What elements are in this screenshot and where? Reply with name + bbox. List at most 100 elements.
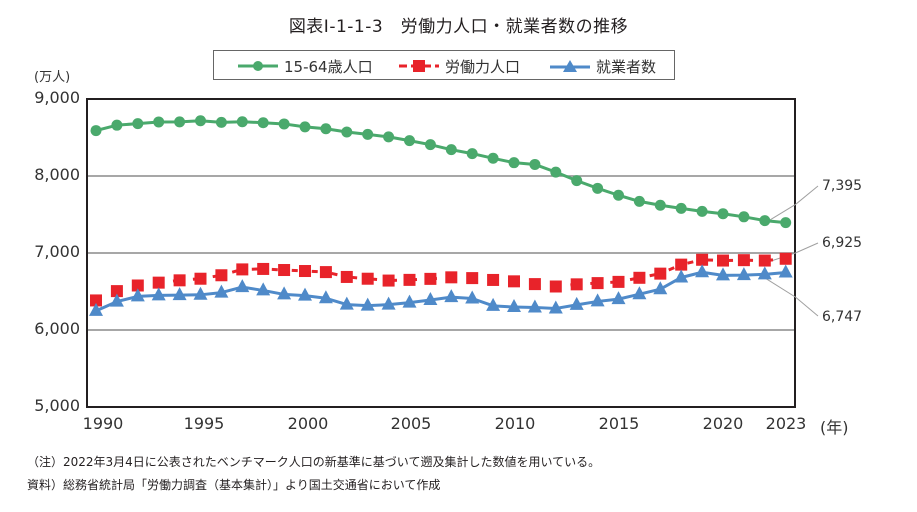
data-point-square bbox=[570, 278, 583, 291]
data-point-triangle bbox=[256, 282, 271, 296]
data-point-square bbox=[654, 267, 667, 280]
data-point-circle bbox=[654, 199, 666, 211]
data-point-circle bbox=[592, 182, 604, 194]
data-point-square bbox=[382, 274, 395, 287]
data-point-square bbox=[424, 272, 437, 285]
data-point-circle bbox=[299, 121, 311, 133]
data-point-triangle bbox=[214, 284, 229, 298]
data-point-triangle bbox=[298, 287, 312, 301]
data-point-triangle bbox=[632, 286, 647, 300]
data-point-triangle bbox=[736, 267, 751, 281]
data-point-circle bbox=[445, 144, 457, 156]
x-tick-label: 2015 bbox=[598, 414, 640, 433]
data-point-square bbox=[696, 253, 709, 266]
data-point-triangle bbox=[193, 286, 208, 300]
data-point-square bbox=[340, 270, 353, 283]
data-point-square bbox=[445, 271, 458, 284]
data-point-circle bbox=[424, 139, 436, 151]
data-point-triangle bbox=[89, 302, 103, 316]
series-line bbox=[95, 270, 786, 313]
data-point-circle bbox=[780, 217, 792, 229]
data-point-square bbox=[110, 285, 123, 298]
data-point-circle bbox=[633, 195, 645, 207]
data-point-triangle bbox=[402, 294, 417, 308]
legend-label: 労働力人口 bbox=[445, 57, 521, 76]
y-axis-unit: (万人) bbox=[34, 70, 71, 85]
data-point-triangle bbox=[653, 281, 668, 295]
data-point-square bbox=[737, 254, 750, 267]
end-label-working-age: 7,395 bbox=[822, 178, 863, 194]
data-point-square bbox=[633, 271, 646, 284]
x-tick-label: 2000 bbox=[287, 414, 329, 433]
y-tick-label: 7,000 bbox=[34, 242, 80, 261]
data-point-triangle bbox=[381, 296, 396, 310]
series-line bbox=[95, 119, 786, 225]
data-point-triangle bbox=[695, 264, 710, 278]
chart-title: 図表Ⅰ-1-1-3 労働力人口・就業者数の推移 bbox=[288, 17, 629, 37]
data-point-triangle bbox=[444, 289, 459, 303]
legend-item-employed: 就業者数 bbox=[548, 51, 656, 81]
legend-label: 15-64歳人口 bbox=[284, 57, 373, 76]
y-tick-label: 6,000 bbox=[34, 319, 80, 338]
data-point-triangle bbox=[611, 291, 626, 305]
end-label-employed: 6,747 bbox=[822, 309, 863, 325]
data-point-circle bbox=[111, 119, 123, 131]
data-point-square bbox=[528, 278, 541, 291]
x-tick-label: 2023 bbox=[765, 414, 807, 433]
data-point-square bbox=[361, 272, 374, 285]
data-point-square bbox=[131, 279, 144, 292]
source-note: 資料）総務省統計局「労働力調査（基本集計）」より国土交通省において作成 bbox=[27, 478, 441, 492]
data-point-circle bbox=[487, 152, 499, 164]
data-point-triangle bbox=[151, 287, 166, 301]
x-tick-label: 1990 bbox=[82, 414, 124, 433]
leader-line bbox=[765, 185, 819, 224]
data-point-square bbox=[215, 269, 228, 282]
legend-item-working-age: 15-64歳人口 bbox=[236, 51, 373, 81]
data-point-circle bbox=[362, 128, 374, 140]
data-point-square bbox=[758, 254, 771, 267]
data-point-square bbox=[549, 280, 562, 293]
data-point-square bbox=[236, 263, 249, 276]
data-point-circle bbox=[717, 208, 729, 220]
data-point-triangle bbox=[527, 299, 542, 313]
data-point-circle bbox=[404, 135, 415, 147]
data-point-circle bbox=[90, 125, 102, 137]
data-point-circle bbox=[613, 189, 624, 201]
legend: 15-64歳人口 労働力人口 就業者数 bbox=[213, 50, 675, 80]
data-point-circle bbox=[215, 116, 227, 128]
data-point-circle bbox=[320, 123, 332, 135]
x-axis-unit: (年) bbox=[820, 418, 849, 437]
data-point-square bbox=[466, 272, 479, 285]
x-tick-label: 2005 bbox=[390, 414, 432, 433]
data-point-circle bbox=[341, 126, 353, 138]
data-point-triangle bbox=[360, 297, 375, 311]
data-point-square bbox=[278, 264, 291, 277]
data-point-triangle bbox=[590, 293, 605, 307]
legend-label: 就業者数 bbox=[596, 57, 657, 76]
data-point-triangle bbox=[235, 279, 250, 293]
data-point-square bbox=[403, 273, 416, 286]
data-point-square bbox=[90, 294, 102, 307]
data-point-circle bbox=[571, 175, 583, 187]
data-point-triangle bbox=[778, 264, 793, 278]
data-point-square bbox=[299, 265, 311, 278]
data-point-square bbox=[257, 262, 270, 275]
data-point-circle bbox=[508, 157, 520, 169]
data-point-triangle bbox=[339, 296, 354, 310]
legend-square-marker-icon bbox=[399, 60, 439, 72]
data-point-square bbox=[319, 266, 332, 279]
y-tick-label: 9,000 bbox=[34, 88, 80, 107]
data-point-square bbox=[194, 272, 207, 285]
data-point-square bbox=[779, 252, 792, 265]
data-point-triangle bbox=[507, 299, 521, 313]
data-point-triangle bbox=[569, 296, 584, 310]
data-point-circle bbox=[738, 211, 750, 223]
data-point-square bbox=[152, 276, 165, 289]
data-point-circle bbox=[236, 116, 248, 128]
data-point-triangle bbox=[548, 300, 563, 314]
data-point-square bbox=[591, 277, 604, 290]
legend-circle-marker-icon bbox=[238, 61, 278, 71]
data-point-circle bbox=[675, 202, 687, 214]
data-point-square bbox=[487, 273, 500, 286]
y-tick-label: 5,000 bbox=[34, 396, 80, 415]
